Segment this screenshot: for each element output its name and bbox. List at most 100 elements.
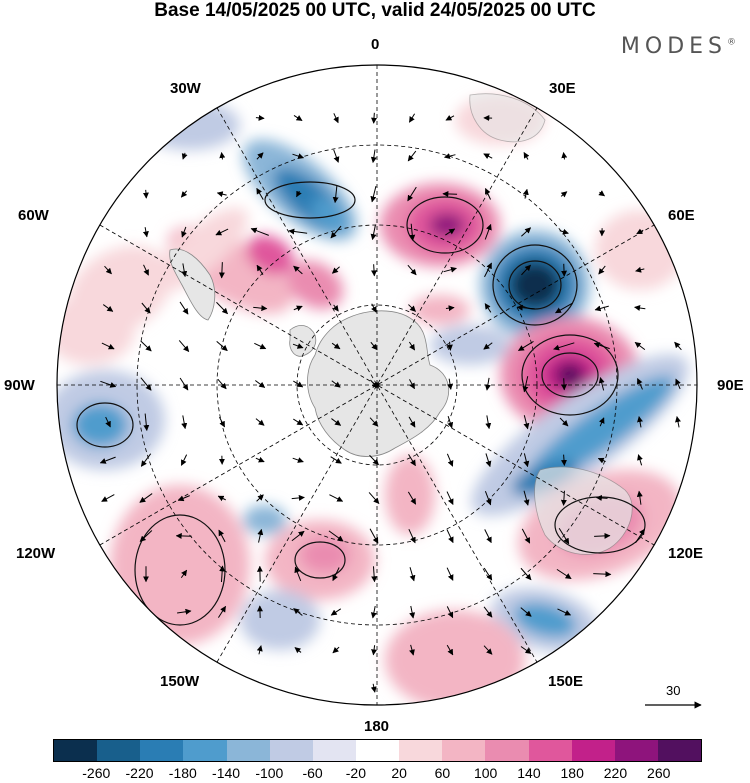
- wind-vector-arrow: [446, 529, 454, 544]
- modes-logo: MODES®: [621, 34, 736, 59]
- wind-vector-arrow: [218, 416, 226, 428]
- wind-vector-arrow: [293, 265, 303, 275]
- wind-vector-arrow: [219, 151, 226, 160]
- wind-vectors: [99, 112, 682, 693]
- wind-vector-arrow: [256, 645, 263, 655]
- anomaly-field: [57, 65, 697, 705]
- wind-vector-arrow: [180, 454, 188, 466]
- contour-ring: [521, 334, 619, 416]
- wind-vector-arrow: [371, 112, 378, 124]
- wind-vector-arrow: [484, 187, 491, 200]
- contour-ring: [76, 402, 134, 448]
- registered-mark: ®: [727, 37, 736, 48]
- wind-vector-arrow: [561, 454, 567, 466]
- wind-vector-arrow: [177, 608, 192, 615]
- reference-vector-arrow: [645, 701, 702, 709]
- wind-vector-arrow: [257, 528, 264, 543]
- wind-vector-arrow: [179, 377, 189, 391]
- wind-vector-arrow: [139, 493, 153, 503]
- wind-vector-arrow: [408, 304, 416, 312]
- wind-vector-arrow: [181, 415, 188, 430]
- wind-vector-arrow: [294, 566, 302, 582]
- wind-vector-arrow: [332, 646, 340, 654]
- wind-vector-arrow: [291, 494, 305, 501]
- colorbar-swatch: [226, 740, 270, 761]
- wind-vector-arrow: [446, 644, 454, 656]
- colorbar-tick-label: 260: [647, 765, 671, 781]
- wind-vector-arrow: [141, 302, 151, 314]
- colorbar-tick-label: 140: [517, 765, 541, 781]
- anomaly-blob: [509, 261, 561, 309]
- colorbar-tick-label: -220: [125, 765, 154, 781]
- wind-vector-arrow: [516, 304, 535, 311]
- wind-vector-arrow: [329, 494, 344, 502]
- lon-label-180: 180: [364, 718, 390, 735]
- wind-vector-arrow: [675, 416, 681, 428]
- wind-vector-arrow: [333, 149, 340, 163]
- wind-vector-arrow: [520, 646, 532, 654]
- meridian-line: [99, 224, 655, 546]
- wind-vector-arrow: [553, 342, 575, 351]
- colorbar-tick-label: 220: [603, 765, 628, 781]
- colorbar-swatch: [485, 740, 529, 761]
- lon-label-60e: 60E: [668, 207, 695, 224]
- wind-vector-arrow: [219, 565, 226, 583]
- wind-vector-arrow: [561, 378, 568, 391]
- wind-vector-arrow: [522, 376, 529, 393]
- wind-vector-arrow: [292, 153, 305, 159]
- wind-vector-arrow: [637, 454, 643, 466]
- wind-vector-arrow: [368, 492, 380, 504]
- wind-vector-arrow: [595, 494, 608, 501]
- colorbar-swatch: [657, 740, 702, 761]
- colorbar-tick-label: -100: [255, 765, 284, 781]
- wind-vector-arrow: [407, 264, 417, 276]
- anomaly-blob: [300, 537, 350, 573]
- anomaly-blob: [135, 515, 225, 625]
- wind-vector-arrow: [408, 454, 416, 467]
- map-title: Base 14/05/2025 00 UTC, valid 24/05/2025…: [154, 0, 596, 21]
- colorbar-swatch: [399, 740, 443, 761]
- wind-vector-arrow: [637, 416, 643, 428]
- wind-vector-arrow: [142, 227, 149, 238]
- lon-label-0: 0: [371, 36, 380, 53]
- colorbar-tick-label: -140: [212, 765, 241, 781]
- wind-vector-arrow: [407, 491, 417, 505]
- wind-vector-arrow: [409, 605, 416, 619]
- wind-vector-arrow: [485, 415, 492, 430]
- wind-vector-arrow: [140, 377, 152, 391]
- wind-vector-arrow: [102, 304, 114, 312]
- contour-ring: [541, 352, 599, 398]
- wind-vector-arrow: [255, 418, 265, 426]
- wind-vector-arrow: [332, 185, 339, 204]
- wind-vector-arrow: [104, 265, 112, 275]
- wind-vector-arrow: [254, 342, 267, 350]
- wind-vector-arrow: [331, 380, 341, 388]
- wind-vector-arrow: [446, 606, 454, 619]
- wind-vector-arrow: [484, 529, 492, 544]
- wind-vector-arrow: [559, 417, 569, 427]
- colorbar-swatch: [140, 740, 184, 761]
- wind-vector-arrow: [215, 228, 229, 236]
- contour-ring: [508, 260, 562, 310]
- wind-vector-arrow: [483, 342, 493, 350]
- wind-vector-arrow: [637, 377, 643, 390]
- wind-vector-arrow: [484, 377, 491, 391]
- wind-vector-arrow: [217, 605, 227, 618]
- anomaly-blob: [410, 295, 470, 325]
- wind-vector-arrow: [143, 264, 149, 276]
- wind-vector-arrow: [636, 228, 644, 235]
- colorbar-tick-label: -180: [168, 765, 197, 781]
- wind-vector-arrow: [330, 608, 342, 616]
- wind-vector-arrow: [331, 266, 340, 274]
- wind-vector-arrow: [370, 149, 377, 164]
- wind-vector-arrow: [217, 495, 226, 502]
- wind-vector-arrow: [484, 491, 492, 506]
- wind-vector-arrow: [255, 114, 265, 121]
- colorbar-tick-label: 20: [391, 765, 407, 781]
- wind-vector-arrow: [593, 571, 612, 578]
- anomaly-blob: [311, 198, 349, 232]
- wind-vector-arrow: [484, 223, 492, 240]
- wind-vector-arrow: [446, 491, 454, 505]
- lon-label-90e: 90E: [717, 377, 744, 394]
- wind-vector-arrow: [634, 341, 646, 351]
